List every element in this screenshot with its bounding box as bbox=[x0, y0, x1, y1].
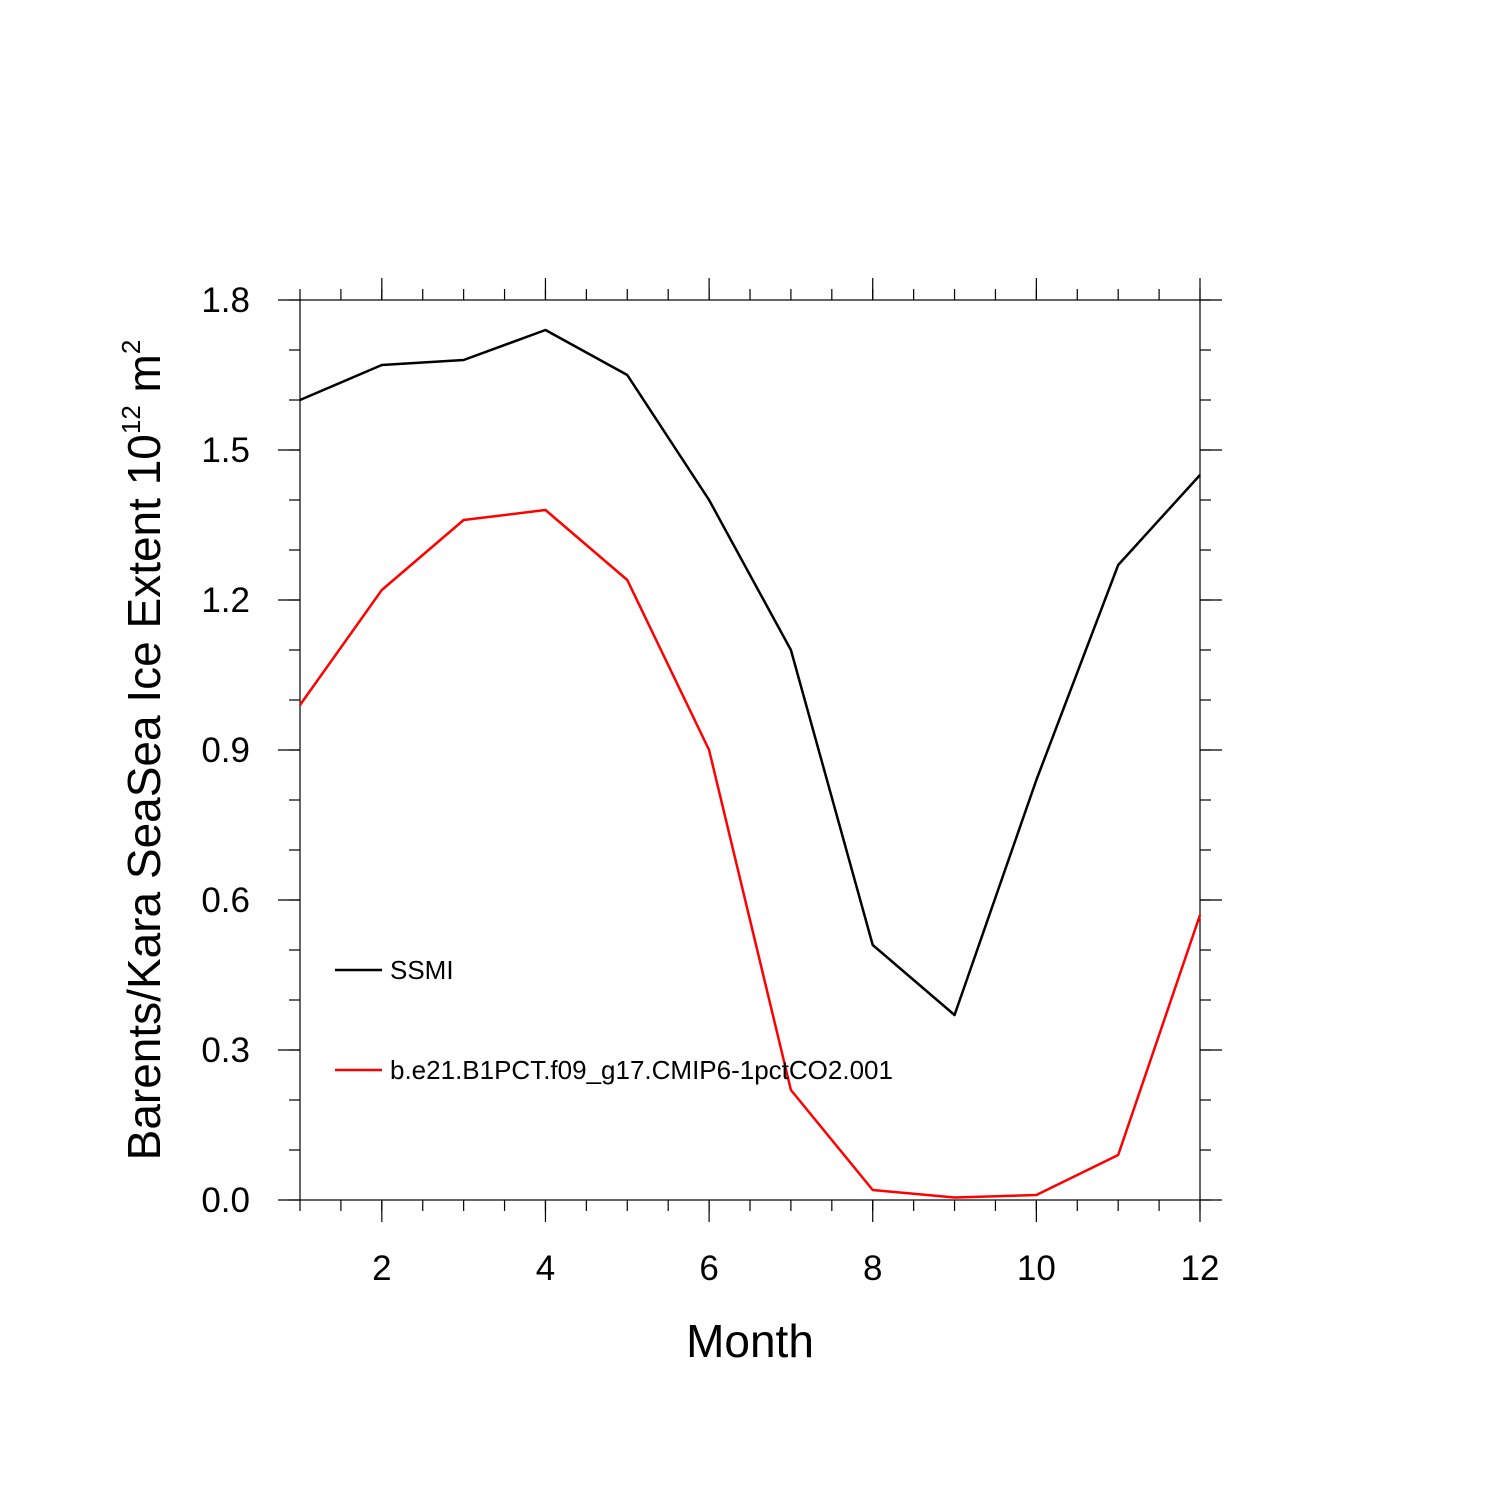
axis-ticks bbox=[278, 278, 1222, 1222]
x-tick-label: 8 bbox=[863, 1249, 882, 1288]
x-tick-label: 2 bbox=[372, 1249, 391, 1288]
x-tick-label: 12 bbox=[1181, 1249, 1220, 1288]
x-tick-label: 6 bbox=[699, 1249, 718, 1288]
y-tick-label: 0.0 bbox=[201, 1181, 250, 1220]
y-axis-title-unit-exponent: 2 bbox=[116, 340, 146, 354]
legend: SSMI b.e21.B1PCT.f09_g17.CMIP6-1pctCO2.0… bbox=[335, 955, 893, 1085]
x-tick-label: 10 bbox=[1017, 1249, 1056, 1288]
legend-label-cmip6: b.e21.B1PCT.f09_g17.CMIP6-1pctCO2.001 bbox=[390, 1055, 893, 1085]
y-axis-title: Barents/Kara SeaSea Ice Extent 1012 m2 bbox=[116, 340, 170, 1161]
y-tick-label: 0.9 bbox=[201, 731, 250, 770]
y-tick-label: 0.6 bbox=[201, 881, 250, 920]
y-axis-title-main: Barents/Kara SeaSea Ice Extent 10 bbox=[118, 434, 170, 1160]
x-tick-label: 4 bbox=[536, 1249, 555, 1288]
series-line-cmip6 bbox=[298, 508, 1202, 1199]
series-line-ssmi bbox=[299, 328, 1201, 1017]
y-axis-title-exponent: 12 bbox=[116, 405, 146, 434]
legend-label-ssmi: SSMI bbox=[390, 955, 454, 985]
x-axis-title: Month bbox=[686, 1315, 814, 1367]
y-tick-label: 1.5 bbox=[201, 431, 250, 470]
series-lines bbox=[298, 328, 1202, 1199]
y-tick-label: 1.8 bbox=[201, 281, 250, 320]
y-tick-label: 1.2 bbox=[201, 581, 250, 620]
tick-labels: 2 4 6 8 10 12 0.0 0.3 0.6 0.9 1.2 1.5 1.8 bbox=[201, 281, 1219, 1288]
y-tick-label: 0.3 bbox=[201, 1031, 250, 1070]
y-axis-title-unit: m bbox=[118, 354, 170, 405]
